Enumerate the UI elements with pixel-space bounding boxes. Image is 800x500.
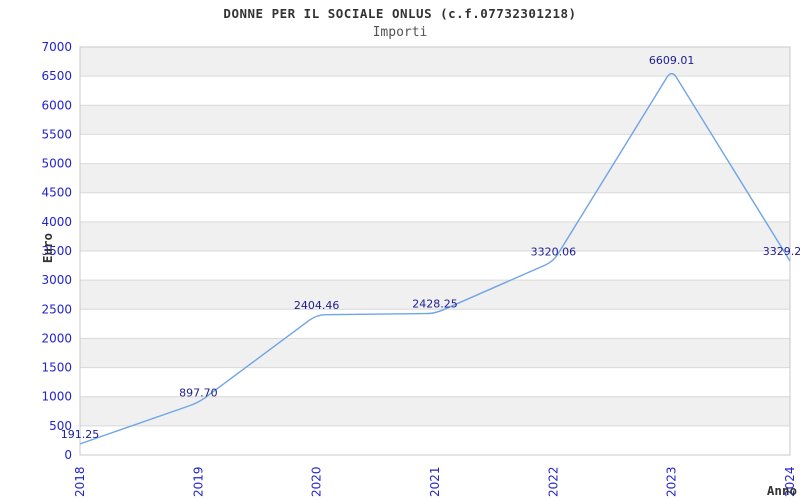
chart-subtitle: Importi [372, 25, 428, 40]
plot-band [80, 396, 790, 426]
data-point-label: 191.25 [61, 428, 100, 441]
y-tick-label: 2000 [41, 331, 72, 345]
plot-band [80, 280, 790, 310]
series-line [79, 72, 791, 445]
x-tick-label: 2018 [73, 466, 87, 497]
y-tick-label: 6000 [41, 98, 72, 112]
y-tick-label: 1500 [41, 361, 72, 375]
y-tick-label: 3500 [41, 244, 72, 258]
y-tick-label: 0 [64, 448, 72, 462]
data-point-label: 3320.06 [531, 245, 577, 258]
plot-band [80, 105, 790, 135]
x-tick-label: 2022 [546, 466, 560, 497]
y-tick-label: 4000 [41, 215, 72, 229]
y-axis-title: Euro [40, 233, 55, 263]
plot-band [80, 309, 790, 339]
x-tick-label: 2024 [783, 466, 797, 497]
y-tick-label: 1000 [41, 390, 72, 404]
data-point-label: 897.70 [179, 387, 218, 400]
plot-band [80, 192, 790, 222]
y-tick-label: 5000 [41, 157, 72, 171]
plot-band [80, 47, 790, 77]
y-tick-label: 5500 [41, 127, 72, 141]
data-point-label: 3329.2 [763, 245, 800, 258]
y-tick-label: 6500 [41, 69, 72, 83]
plot-band [80, 338, 790, 368]
plot-band [80, 251, 790, 281]
x-tick-label: 2020 [310, 466, 324, 497]
chart-title: DONNE PER IL SOCIALE ONLUS (c.f.07732301… [223, 6, 577, 21]
plot-border [79, 46, 791, 456]
plot-band [80, 367, 790, 397]
data-point-label: 2428.25 [412, 297, 458, 310]
plot-band [80, 134, 790, 164]
plot-band [80, 76, 790, 106]
y-tick-label: 3000 [41, 273, 72, 287]
plot-band [80, 163, 790, 193]
y-tick-label: 4500 [41, 186, 72, 200]
x-axis-title: Anno [767, 483, 797, 498]
y-tick-label: 500 [49, 419, 72, 433]
plot-band [80, 425, 790, 455]
plot-band [80, 221, 790, 251]
chart-generated: 191.25 897.70 2404.46 2428.25 3320.06 6609.01… [41, 40, 800, 497]
y-tick-label: 7000 [41, 40, 72, 54]
data-point-label: 6609.01 [649, 54, 695, 67]
x-tick-label: 2019 [191, 466, 205, 497]
x-tick-label: 2023 [665, 466, 679, 497]
x-tick-label: 2021 [428, 466, 442, 497]
y-tick-label: 2500 [41, 302, 72, 316]
data-point-label: 2404.46 [294, 299, 340, 312]
